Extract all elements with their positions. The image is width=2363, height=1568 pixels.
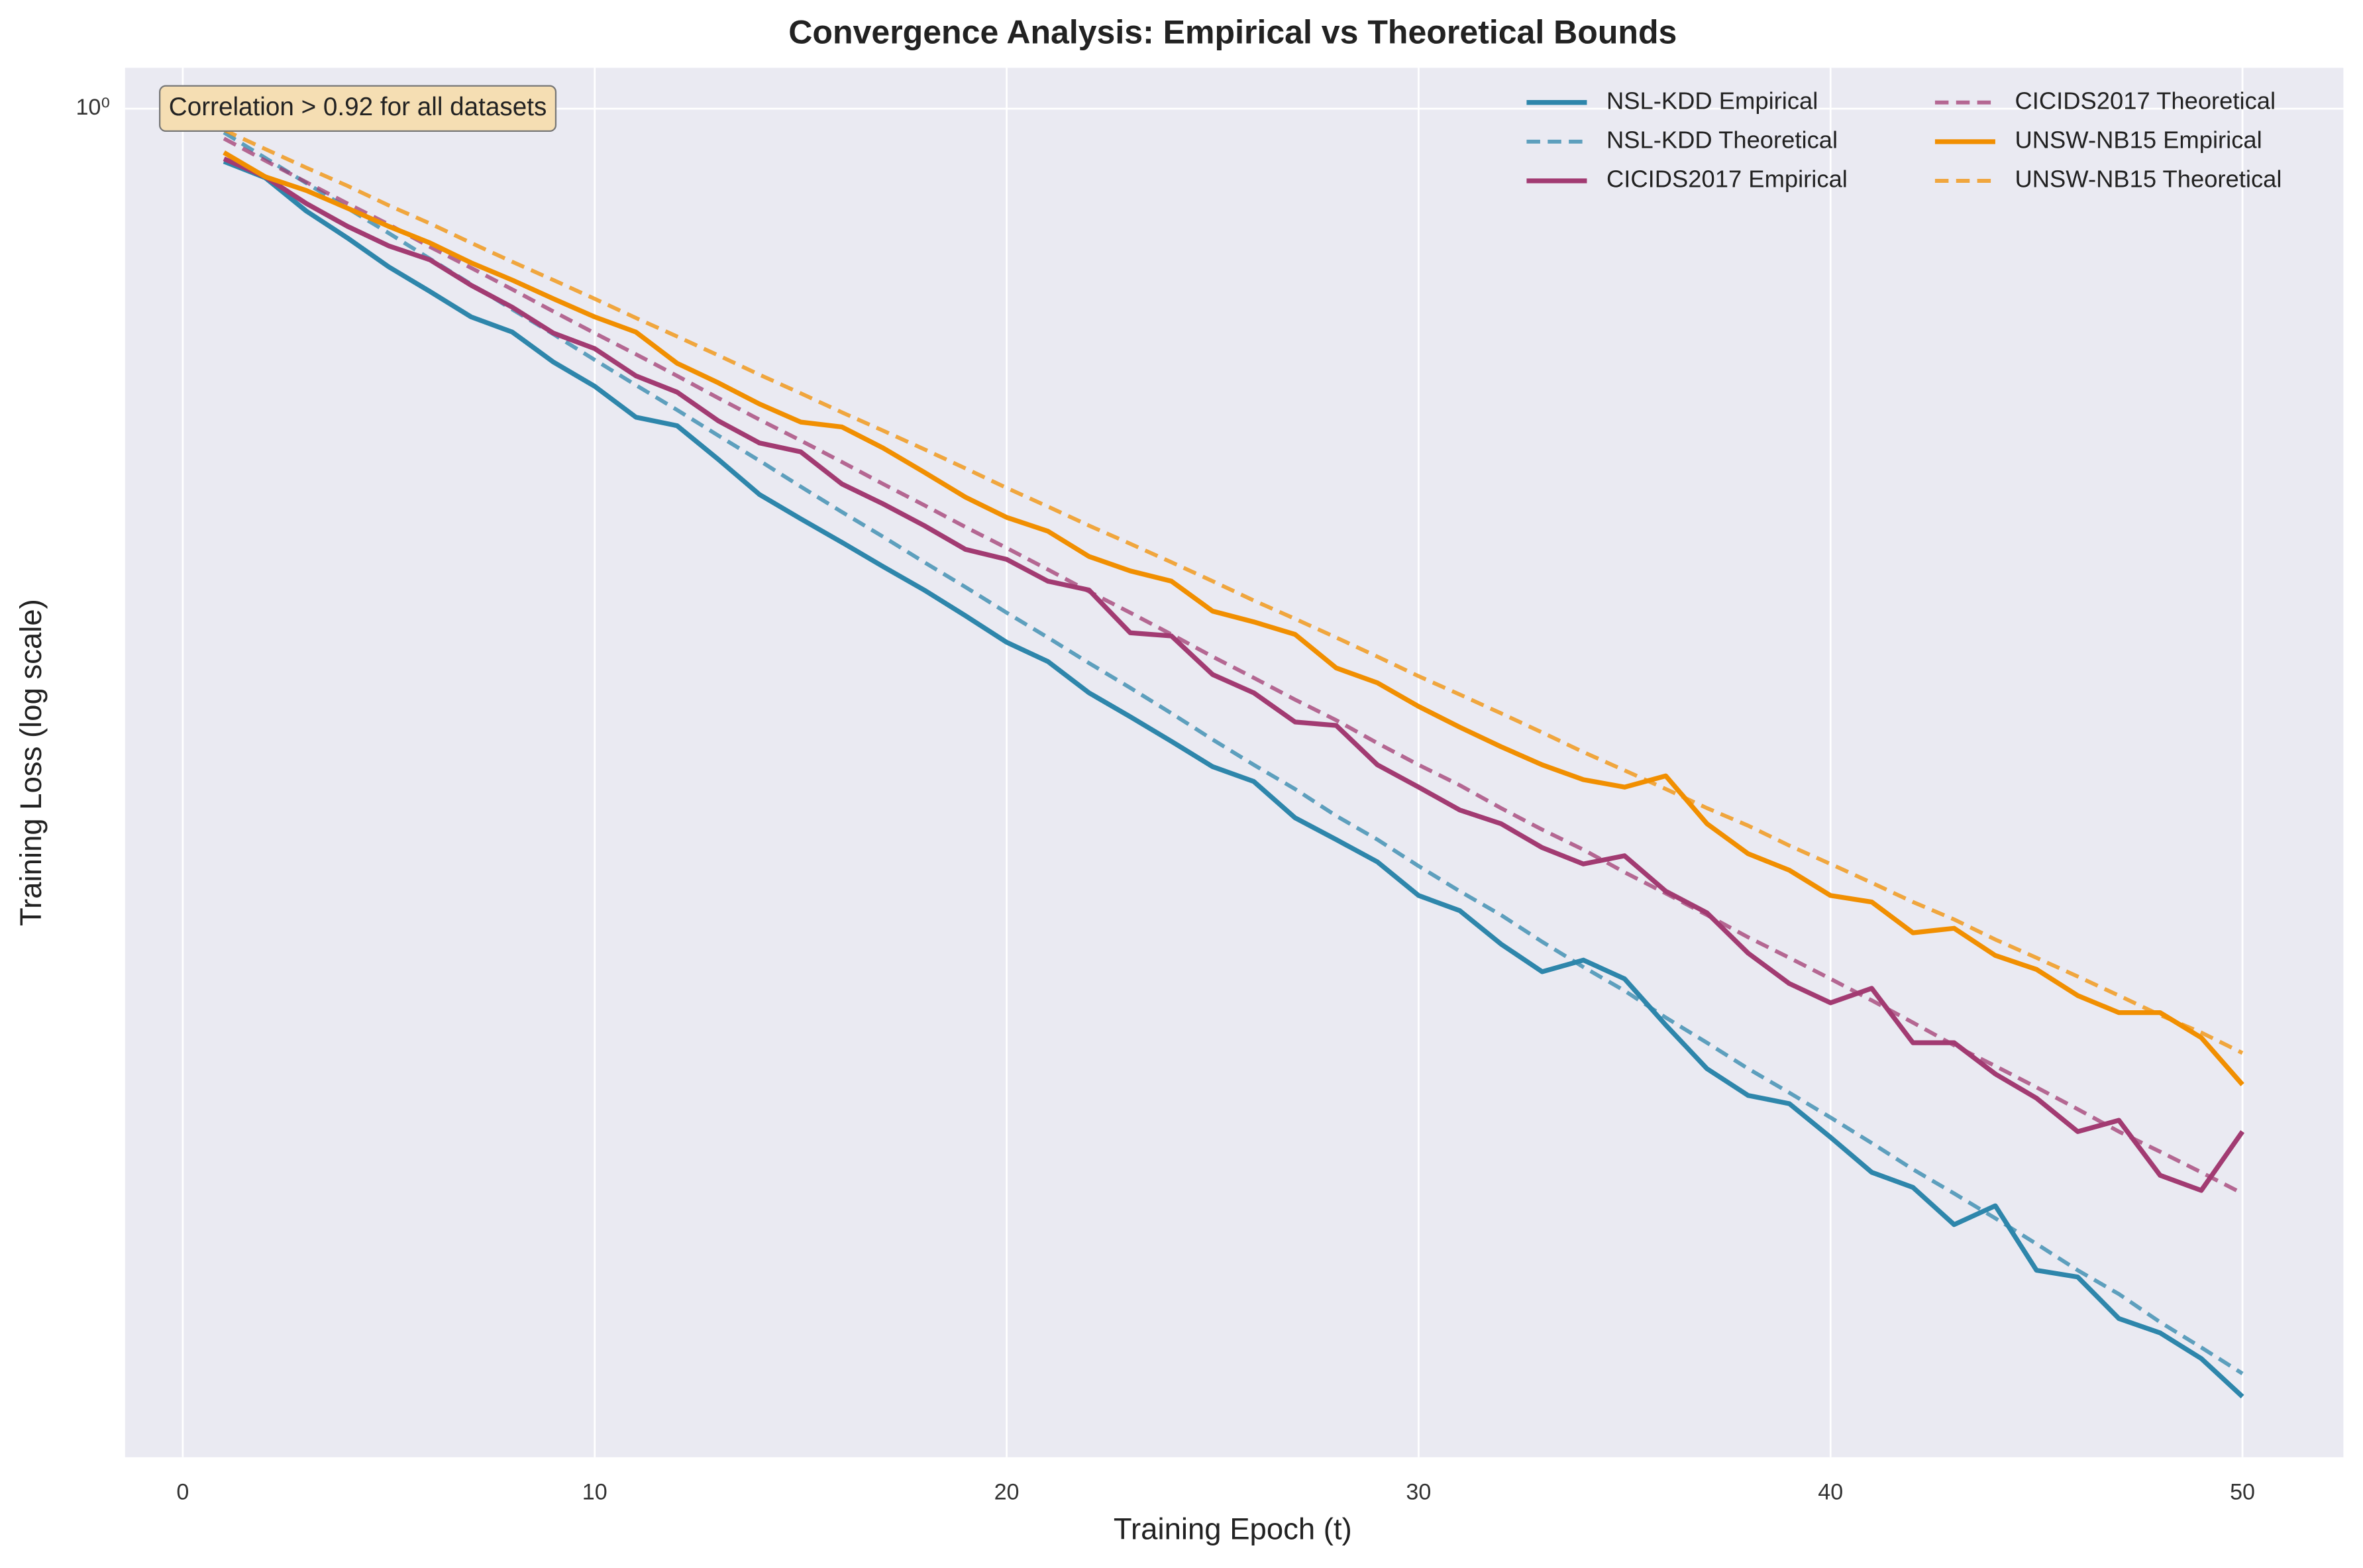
legend-label: CICIDS2017 Empirical: [1606, 166, 1848, 193]
series-line: [223, 136, 2244, 1196]
series-line: [223, 128, 2244, 1055]
x-axis-label: Training Epoch (t): [1114, 1512, 1352, 1545]
series-line: [223, 131, 2244, 1375]
series-line: [223, 156, 2245, 1193]
lines: [223, 128, 2245, 1398]
x-tick-label: 0: [176, 1479, 189, 1504]
legend: NSL-KDD Empirical NSL-KDD Theoretical CICI…: [1526, 87, 2282, 193]
x-tick-label: 30: [1406, 1479, 1431, 1504]
series-line: [223, 159, 2244, 1398]
annotation-box: [159, 85, 557, 132]
legend-label: CICIDS2017 Theoretical: [2015, 87, 2276, 114]
x-tick-label: 20: [994, 1479, 1020, 1504]
series-line: [223, 150, 2244, 1086]
y-axis-label: Training Loss (log scale): [14, 599, 48, 926]
annotation: Correlation > 0.92 for all datasets: [159, 85, 557, 132]
y-tick-label: 10⁰: [76, 95, 110, 120]
x-tick-label: 50: [2230, 1479, 2255, 1504]
x-tick-label: 10: [582, 1479, 607, 1504]
x-tick-label: 40: [1818, 1479, 1843, 1504]
legend-label: UNSW-NB15 Empirical: [2015, 126, 2262, 153]
legend-label: NSL-KDD Empirical: [1606, 87, 1818, 114]
legend-label: NSL-KDD Theoretical: [1606, 126, 1838, 153]
annotation-text: Correlation > 0.92 for all datasets: [169, 93, 547, 121]
chart-title: Convergence Analysis: Empirical vs Theor…: [788, 14, 1677, 51]
legend-label: UNSW-NB15 Theoretical: [2015, 166, 2282, 193]
